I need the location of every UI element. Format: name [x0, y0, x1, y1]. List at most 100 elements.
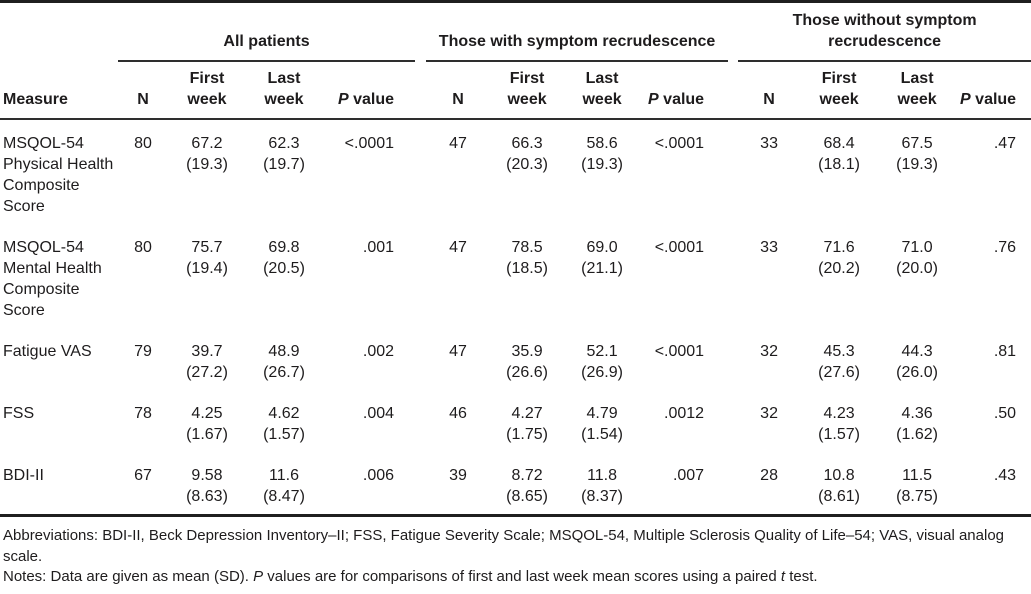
measure-cell: BDI-II	[0, 452, 118, 517]
note-text: values are for comparisons of first and …	[263, 568, 781, 585]
first-week-cell: 10.8 (8.61)	[800, 452, 879, 517]
statistical-note: Notes: Data are given as mean (SD). P va…	[3, 567, 1029, 588]
p-value-cell: .43	[956, 452, 1031, 517]
n-cell: 47	[449, 343, 467, 360]
first-week-cell: 45.3 (27.6)	[818, 343, 860, 381]
n-cell: 80	[134, 135, 152, 152]
row-spacer	[728, 452, 739, 517]
group-header-row: All patients Those with symptom recrudes…	[0, 1, 1031, 62]
first-week-cell: 35.9 (26.6)	[506, 343, 548, 381]
first-week-cell: 4.27 (1.75)	[506, 405, 548, 443]
n-cell: 67	[118, 452, 168, 517]
italic-symbol: P	[253, 568, 264, 585]
p-value-word: value	[658, 91, 705, 108]
p-value-word: value	[970, 91, 1017, 108]
first-week-cell: 8.72 (8.65)	[490, 452, 565, 517]
p-value-cell: <.0001	[654, 343, 705, 360]
p-value-cell: .004	[362, 405, 395, 422]
row-spacer	[415, 452, 427, 517]
table-row: FSS 78 4.25 (1.67) 4.62 (1.57) .004 46 4.27 (1.75…	[0, 390, 1031, 452]
measure-column-spacer	[0, 2, 118, 62]
column-header-row: Measure N First week Last week P value N…	[0, 61, 1031, 120]
table-row: Fatigue VAS 79 39.7 (27.2) 48.9 (26.7) .002 47 3…	[0, 328, 1031, 390]
n-column-header: N	[118, 61, 168, 120]
p-value-cell: .006	[322, 452, 416, 517]
table-footnotes: Abbreviations: BDI-II, Beck Depression I…	[0, 517, 1031, 594]
first-week-cell: 4.25 (1.67)	[186, 405, 228, 443]
last-week-cell: 44.3 (26.0)	[896, 343, 938, 381]
row-spacer	[415, 224, 426, 328]
group-spacer	[415, 2, 426, 62]
n-cell: 33	[760, 239, 778, 256]
group-header-without-recrudescence: Those without symptom recrudescence	[738, 1, 1031, 62]
last-week-column-header: Last week	[246, 61, 322, 120]
last-week-cell: 67.5 (19.3)	[896, 135, 938, 173]
p-value-cell: .81	[993, 343, 1017, 360]
last-week-cell: 4.36 (1.62)	[896, 405, 938, 443]
first-week-cell: 67.2 (19.3)	[186, 135, 228, 173]
n-cell: 28	[738, 452, 801, 517]
row-spacer	[415, 119, 426, 224]
row-spacer	[728, 328, 738, 390]
header-spacer	[728, 61, 739, 120]
measure-cell: FSS	[3, 405, 35, 422]
n-cell: 78	[134, 405, 152, 422]
row-spacer	[728, 224, 738, 328]
n-cell: 46	[449, 405, 467, 422]
first-week-column-header: First week	[800, 61, 879, 120]
p-italic: P	[648, 91, 659, 108]
p-value-cell: <.0001	[654, 135, 705, 152]
last-week-cell: 52.1 (26.9)	[581, 343, 623, 381]
outcomes-table: All patients Those with symptom recrudes…	[0, 0, 1031, 517]
first-week-cell: 4.23 (1.57)	[818, 405, 860, 443]
last-week-cell: 69.8 (20.5)	[263, 239, 305, 277]
p-value-cell: .76	[993, 239, 1017, 256]
italic-symbol: t	[780, 568, 786, 585]
n-cell: 47	[449, 239, 467, 256]
measure-cell: MSQOL-54 Mental Health Composite Score	[3, 239, 102, 319]
p-value-cell: <.0001	[654, 239, 705, 256]
last-week-cell: 11.6 (8.47)	[246, 452, 322, 517]
last-week-column-header: Last week	[878, 61, 957, 120]
p-value-column-header: P value	[640, 61, 729, 120]
last-week-cell: 71.0 (20.0)	[896, 239, 938, 277]
p-italic: P	[960, 91, 971, 108]
n-cell: 80	[134, 239, 152, 256]
last-week-cell: 11.8 (8.37)	[564, 452, 641, 517]
last-week-column-header: Last week	[564, 61, 641, 120]
p-value-cell: .007	[640, 452, 729, 517]
group-spacer	[728, 2, 738, 62]
row-spacer	[728, 119, 738, 224]
n-cell: 33	[760, 135, 778, 152]
first-week-cell: 78.5 (18.5)	[506, 239, 548, 277]
header-spacer	[415, 61, 427, 120]
measure-column-header: Measure	[0, 61, 118, 120]
p-value-cell: .47	[993, 135, 1017, 152]
p-value-cell: <.0001	[344, 135, 395, 152]
last-week-cell: 4.79 (1.54)	[581, 405, 623, 443]
measure-cell: Fatigue VAS	[3, 343, 92, 360]
first-week-column-header: First week	[168, 61, 246, 120]
p-value-column-header: P value	[956, 61, 1031, 120]
first-week-column-header: First week	[490, 61, 565, 120]
last-week-cell: 69.0 (21.1)	[581, 239, 623, 277]
group-header-with-recrudescence: Those with symptom recrudescence	[426, 1, 729, 62]
p-value-cell: .002	[362, 343, 395, 360]
measure-cell: MSQOL-54 Physical Health Composite Score	[3, 135, 114, 215]
p-value-word: value	[348, 91, 395, 108]
p-value-cell: .001	[362, 239, 395, 256]
row-spacer	[415, 390, 426, 452]
first-week-cell: 71.6 (20.2)	[818, 239, 860, 277]
first-week-cell: 75.7 (19.4)	[186, 239, 228, 277]
table-row: BDI-II 67 9.58 (8.63) 11.6 (8.47) .006 39 8.72 (8…	[0, 452, 1031, 517]
first-week-cell: 66.3 (20.3)	[506, 135, 548, 173]
note-text: test.	[785, 568, 818, 585]
note-text: Notes: Data are given as mean (SD).	[3, 568, 254, 585]
table-body: MSQOL-54 Physical Health Composite Score…	[0, 119, 1031, 517]
first-week-cell: 39.7 (27.2)	[186, 343, 228, 381]
table-row: MSQOL-54 Physical Health Composite Score…	[0, 119, 1031, 224]
p-value-cell: .0012	[664, 405, 705, 422]
n-column-header: N	[426, 61, 491, 120]
n-cell: 32	[760, 343, 778, 360]
